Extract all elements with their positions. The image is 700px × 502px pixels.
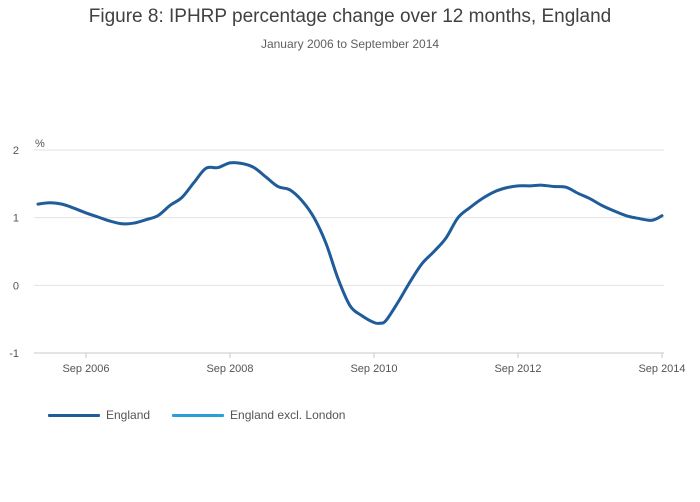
legend-swatch xyxy=(48,413,100,417)
chart-title: Figure 8: IPHRP percentage change over 1… xyxy=(88,6,612,27)
y-tick-label: 0 xyxy=(13,280,19,292)
chart-subtitle: January 2006 to September 2014 xyxy=(260,37,440,51)
x-tick-label: Sep 2014 xyxy=(638,363,685,375)
legend-label: England xyxy=(106,408,151,422)
line-chart: 2 1 0 -1% Sep 2006 Sep 2008 Sep 2010 Sep 2012 Se… xyxy=(9,138,685,375)
y-tick-label: -1 xyxy=(9,348,19,360)
x-tick-label: Sep 2006 xyxy=(62,363,109,375)
y-tick-label: 2 xyxy=(13,145,19,157)
x-tick-label: Sep 2008 xyxy=(206,363,253,375)
legend-item[interactable]: England xyxy=(48,408,150,422)
y-tick-label: 1 xyxy=(13,213,19,225)
y-axis-label: % xyxy=(35,138,45,150)
legend: England England excl. London xyxy=(48,408,367,422)
x-tick-label: Sep 2010 xyxy=(350,363,397,375)
series-lines xyxy=(36,161,664,325)
axes: 2 1 0 -1% Sep 2006 Sep 2008 Sep 2010 Sep 2012 Se… xyxy=(9,138,685,375)
series-line-0 xyxy=(36,161,664,325)
gridlines xyxy=(34,149,664,286)
x-tick-label: Sep 2012 xyxy=(494,363,541,375)
legend-label: England excl. London xyxy=(230,408,346,422)
legend-swatch xyxy=(172,413,225,417)
legend-item[interactable]: England excl. London xyxy=(172,408,345,422)
